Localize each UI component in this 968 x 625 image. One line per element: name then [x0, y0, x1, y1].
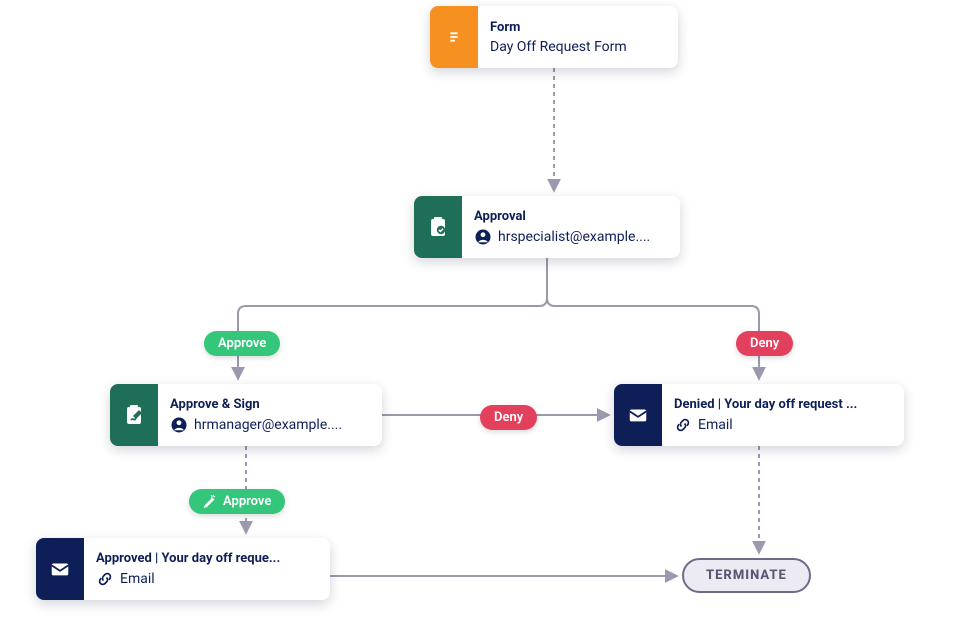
node-title: Approved | Your day off reque...	[96, 551, 280, 566]
badge-label: Deny	[494, 410, 523, 425]
node-title: Denied | Your day off request ...	[674, 397, 857, 412]
person-icon	[474, 228, 492, 246]
node-approve-and-sign[interactable]: Approve & Sign hrmanager@example....	[110, 384, 382, 446]
badge-approve-sign: Approve	[189, 489, 285, 514]
badge-label: Approve	[223, 494, 271, 509]
badge-label: Deny	[750, 336, 779, 351]
node-approval[interactable]: Approval hrspecialist@example....	[414, 196, 680, 258]
node-denied-email[interactable]: Denied | Your day off request ... Email	[614, 384, 904, 446]
badge-deny: Deny	[480, 405, 537, 430]
document-icon	[430, 6, 478, 68]
node-title: Approval	[474, 209, 650, 224]
terminate-pill: TERMINATE	[682, 558, 811, 593]
node-subtitle: Email	[698, 417, 733, 433]
node-title: Approve & Sign	[170, 397, 342, 412]
clipboard-check-icon	[414, 196, 462, 258]
node-subtitle: hrspecialist@example....	[498, 229, 650, 245]
envelope-icon	[614, 384, 662, 446]
link-icon	[674, 416, 692, 434]
node-subtitle: Day Off Request Form	[490, 39, 627, 55]
node-subtitle: Email	[120, 571, 155, 587]
node-title: Form	[490, 20, 627, 35]
node-form[interactable]: Form Day Off Request Form	[430, 6, 678, 68]
clipboard-sign-icon	[110, 384, 158, 446]
node-approved-email[interactable]: Approved | Your day off reque... Email	[36, 538, 330, 600]
person-icon	[170, 416, 188, 434]
badge-deny: Deny	[736, 331, 793, 356]
badge-label: Approve	[218, 336, 266, 351]
node-subtitle: hrmanager@example....	[194, 417, 342, 433]
pen-icon	[203, 495, 217, 509]
badge-approve: Approve	[204, 331, 280, 356]
envelope-icon	[36, 538, 84, 600]
terminate-label: TERMINATE	[706, 568, 787, 583]
link-icon	[96, 570, 114, 588]
